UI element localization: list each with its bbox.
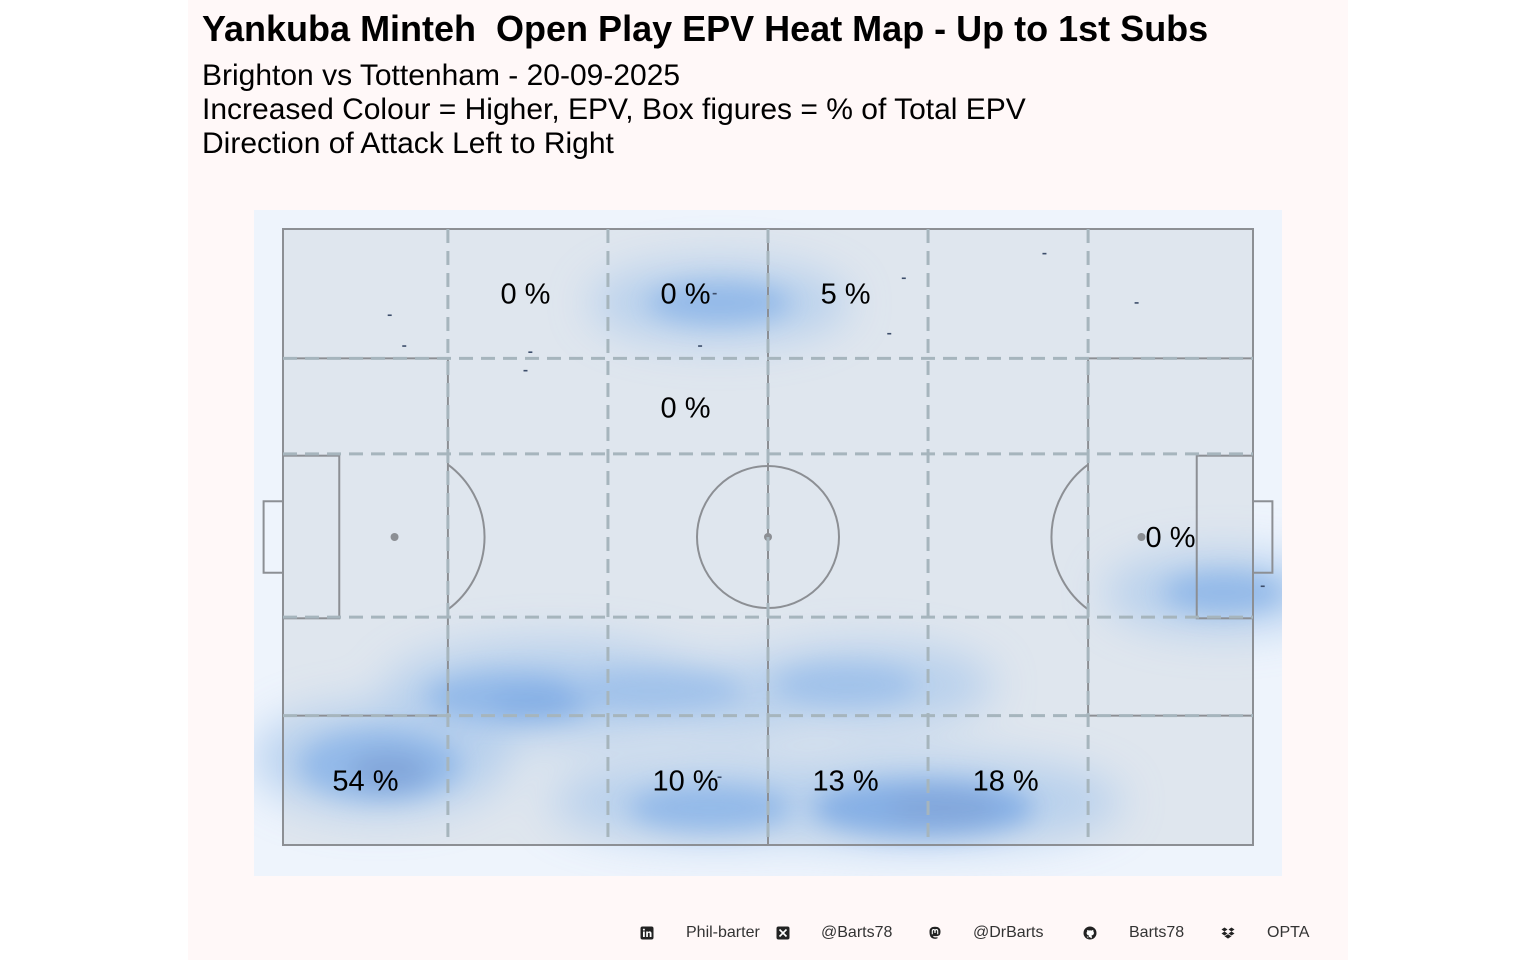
zone-labels: 0 % 0 % 5 % 0 % 54 % 10 % 13 % 18 % 0 % <box>332 279 1195 798</box>
density-layer <box>254 262 1282 847</box>
zone-percentage-label: 0 % <box>501 279 551 311</box>
zone-grid <box>283 229 1253 845</box>
left-penalty-arc <box>447 463 486 611</box>
density-core <box>349 751 430 792</box>
density-core <box>1163 572 1282 613</box>
density-core <box>490 688 581 719</box>
subtitle-direction: Direction of Attack Left to Right <box>202 127 614 160</box>
dropbox-icon[interactable] <box>1221 926 1235 940</box>
right-penalty-spot <box>1137 533 1146 541</box>
footer-github[interactable]: Barts78 <box>1129 924 1185 941</box>
github-icon[interactable] <box>1083 926 1097 940</box>
zone-percentage-label: 18 % <box>973 765 1039 797</box>
right-goal <box>1252 500 1274 574</box>
density-core <box>887 792 998 825</box>
zone-percentage-label: 0 % <box>1146 522 1196 554</box>
zone-percentage-label: 0 % <box>661 393 711 425</box>
density-inner <box>300 282 1282 837</box>
zone-percentage-label: 13 % <box>813 765 879 797</box>
zone-percentage-label: 10 % <box>652 765 718 797</box>
event-markers <box>387 252 1265 779</box>
left-penalty-spot <box>390 533 399 541</box>
footer-linkedin[interactable]: Phil-barter <box>686 924 760 941</box>
footer-x[interactable]: @Barts78 <box>821 924 893 941</box>
footer-mastodon[interactable]: @DrBarts <box>973 924 1044 941</box>
density-core <box>561 671 742 711</box>
mastodon-icon[interactable] <box>928 926 942 940</box>
zone-percentage-label: 0 % <box>661 279 711 311</box>
linkedin-icon[interactable] <box>640 926 654 940</box>
density-core <box>629 786 790 831</box>
density-core <box>649 282 790 323</box>
zone-percentage-label: 5 % <box>821 279 871 311</box>
subtitle-match: Brighton vs Tottenham - 20-09-2025 <box>202 59 681 92</box>
density-core <box>775 664 916 705</box>
chart-title: Yankuba Minteh Open Play EPV Heat Map - … <box>202 8 1209 49</box>
right-penalty-arc <box>1050 463 1089 611</box>
subtitle-legend: Increased Colour = Higher, EPV, Box figu… <box>202 93 1026 126</box>
left-goal <box>262 500 285 574</box>
x-icon[interactable] <box>776 926 790 940</box>
footer-source: OPTA <box>1267 924 1310 941</box>
zone-percentage-label: 54 % <box>332 765 398 797</box>
